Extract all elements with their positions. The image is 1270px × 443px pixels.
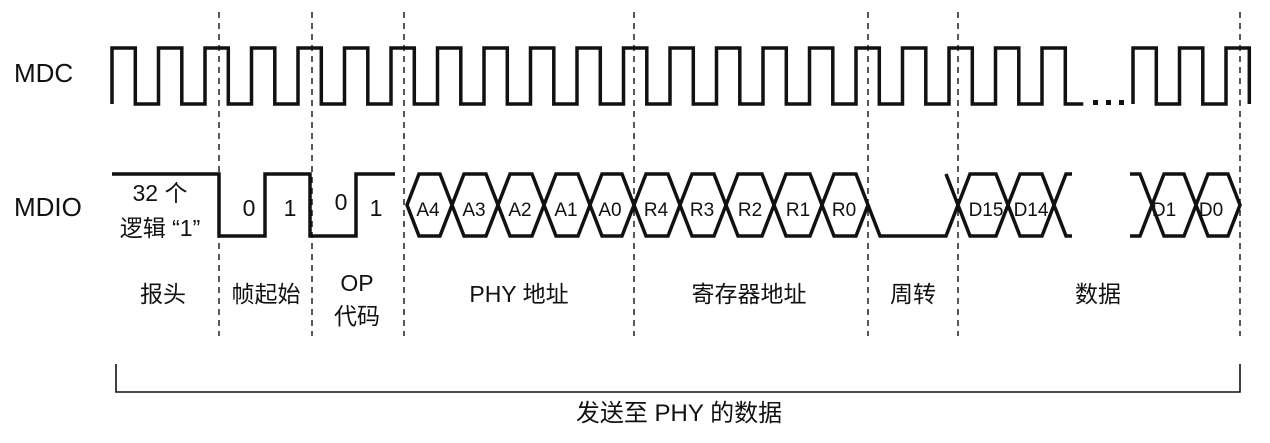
frame-bracket	[115, 364, 1241, 393]
register-bit-label: R4	[644, 200, 669, 221]
ellipsis-dot	[1093, 100, 1098, 105]
mdc-ellipsis-dots	[1093, 100, 1124, 105]
op-bit-label: 1	[370, 195, 383, 221]
mdio-bus-tail	[1052, 204, 1072, 238]
mdio-bus-cell	[1194, 172, 1242, 238]
register-bit-label: R1	[786, 200, 810, 221]
field-register-address-label: 寄存器地址	[692, 281, 807, 307]
data-bit-label: D14	[1014, 200, 1049, 221]
mdc-clock-waveform	[110, 46, 1252, 106]
field-data-label: 数据	[1075, 281, 1121, 307]
mdio-bus-tail	[1052, 172, 1072, 206]
register-bit-label: R0	[832, 200, 856, 221]
ellipsis-dot	[1106, 100, 1111, 105]
mdio-turnaround-low	[866, 204, 960, 238]
address-bit-label: A2	[508, 200, 531, 221]
address-bit-label: A3	[462, 200, 485, 221]
start-bit-label: 0	[243, 195, 256, 221]
address-bit-label: A1	[554, 200, 577, 221]
field-phy-address-label: PHY 地址	[469, 281, 568, 307]
start-bit-label: 1	[284, 195, 297, 221]
field-op-label: OP	[340, 270, 373, 296]
address-bit-label: A0	[598, 200, 621, 221]
mdio-turnaround-rise	[944, 173, 960, 206]
preamble-logic-text: 逻辑 “1”	[120, 215, 201, 241]
mdc-signal-label: MDC	[14, 58, 73, 88]
bracket-caption: 发送至 PHY 的数据	[576, 400, 782, 427]
mdio-bus-head	[1130, 172, 1154, 206]
mdio-bus-head	[1130, 204, 1154, 238]
ellipsis-dot	[1119, 100, 1124, 105]
mdio-signal-label: MDIO	[14, 192, 82, 222]
data-bit-label: D1	[1152, 200, 1176, 221]
data-bit-label: D0	[1199, 200, 1223, 221]
data-bit-label: D15	[969, 200, 1004, 221]
field-turnaround-label: 周转	[890, 281, 936, 307]
register-bit-label: R2	[738, 200, 762, 221]
address-bit-label: A4	[416, 200, 440, 221]
field-op-code-label: 代码	[334, 303, 380, 329]
field-start-label: 帧起始	[232, 281, 301, 307]
register-bit-label: R3	[690, 200, 714, 221]
mdio-digital-bits	[112, 172, 395, 238]
preamble-count-text: 32 个	[133, 180, 188, 206]
op-bit-label: 0	[335, 189, 348, 215]
mdio-data-waveform	[112, 172, 1242, 238]
field-divider-lines	[218, 12, 1241, 336]
field-preamble-label: 报头	[140, 281, 186, 307]
